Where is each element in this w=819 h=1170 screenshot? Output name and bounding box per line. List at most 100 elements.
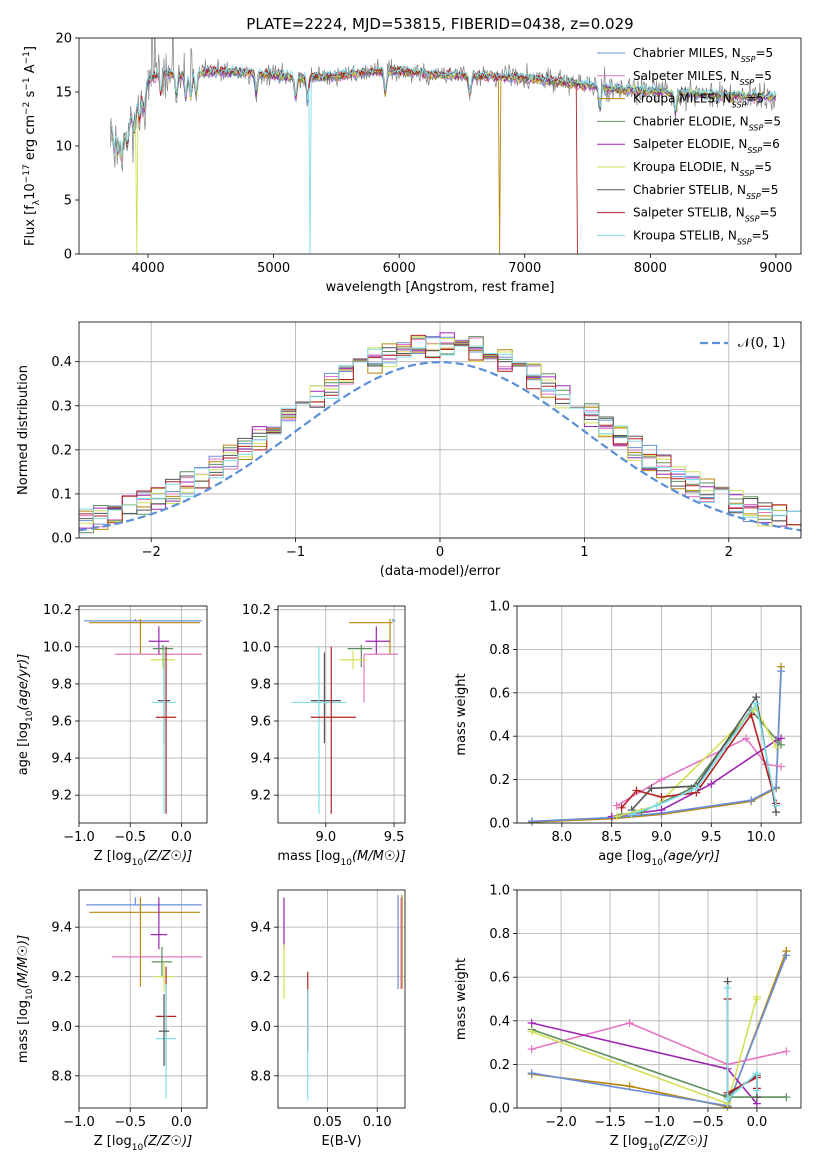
spectrum-x-tick-label: 9000 — [759, 261, 792, 276]
weight-marker-salpeter-miles — [777, 762, 786, 771]
weight-line-chabrier-miles — [531, 671, 782, 823]
legend-label-kroupa-stelib: Kroupa STELIB, NSSP=5 — [633, 228, 769, 246]
label-part: age [ — [598, 849, 631, 864]
weight-vs-age-x-tick-label: 9.5 — [701, 830, 722, 845]
residuals-x-tick-label: −1 — [286, 545, 305, 560]
weight-marker-chabrier-miles — [747, 796, 756, 805]
mass-vs-ebv-y-tick-label: 8.8 — [250, 1069, 271, 1084]
label-subscript: 10 — [25, 988, 35, 1000]
label-part: mass weight — [454, 958, 469, 1040]
legend-text: Chabrier STELIB, N — [633, 183, 746, 197]
weight-vs-age-y-tick-label: 1.0 — [489, 600, 510, 615]
weight-vs-age-x-tick-label: 8.0 — [551, 830, 572, 845]
legend-subscript: SSP — [741, 55, 756, 64]
spectrum-frame — [78, 37, 802, 255]
legend-label-chabrier-stelib: Chabrier STELIB, NSSP=5 — [633, 183, 778, 201]
mass-vs-z-y-tick-label: 9.0 — [51, 1020, 72, 1035]
weight-vs-z-x-tick-label: −0.5 — [692, 1115, 724, 1130]
label-part: E(B-V) — [321, 1134, 361, 1149]
weight-marker-kroupa-elodie — [612, 812, 621, 821]
errorbar-salpeter-stelib — [155, 646, 177, 814]
residual-legend: 𝒩(0, 1) — [700, 336, 785, 351]
axis-label: mass [log10(M/M☉)] — [277, 849, 405, 868]
weight-marker-salpeter-miles — [657, 775, 666, 784]
age-vs-mass-y-tick-label: 9.2 — [250, 789, 271, 804]
label-part: −1 — [22, 77, 32, 90]
label-subscript: 10 — [651, 858, 663, 868]
label-part: (Z/Z☉)] — [143, 1134, 192, 1149]
errorbar-kroupa-miles — [89, 618, 200, 655]
age-vs-mass-y-tick-label: 9.4 — [250, 752, 271, 767]
age-vs-mass-y-tick-label: 10.0 — [242, 640, 271, 655]
age-vs-z-y-tick-label: 9.8 — [51, 677, 72, 692]
hist-salpeter-stelib — [79, 334, 801, 528]
residuals-x-tick-label: 1 — [580, 545, 588, 560]
weight-marker-chabrier-stelib — [647, 784, 656, 793]
label-part: mass [ — [277, 849, 320, 864]
weight-vs-z-y-tick-label: 0.0 — [489, 1102, 510, 1117]
legend-label-salpeter-miles: Salpeter MILES, NSSP=5 — [633, 69, 772, 87]
label-part: A — [23, 64, 38, 77]
weight-marker-kroupa-stelib — [752, 1086, 761, 1095]
label-part: (Z/Z☉)] — [143, 849, 192, 864]
residuals-y-tick-label: 0.4 — [51, 355, 72, 370]
age-vs-z-y-tick-label: 10.0 — [43, 640, 72, 655]
errorbar-salpeter-stelib — [310, 646, 356, 814]
label-part: (age/yr)] — [663, 849, 720, 864]
axis-label: Z [log10(Z/Z☉)] — [610, 1134, 708, 1153]
panel-weight-vs-Z: −2.0 −1.5 −1.0 −0.5 0.0 0.0 0.2 0.4 0.6 0.8 1.0 Z [… — [454, 884, 802, 1153]
mass-vs-z-x-tick-label: 0.0 — [171, 1115, 192, 1130]
weight-vs-age-y-tick-label: 0.6 — [489, 686, 510, 701]
age-vs-z-y-tick-label: 9.6 — [51, 714, 72, 729]
panel-age-vs-mass: 9.0 9.5 9.2 9.4 9.6 9.8 10.0 10.2 mass [log10(M/… — [242, 603, 406, 868]
weight-marker-chabrier-elodie — [777, 740, 786, 749]
residuals-x-tick-label: −2 — [142, 545, 161, 560]
weight-marker-kroupa-stelib — [723, 984, 732, 993]
weight-vs-z-x-tick-label: 0.0 — [747, 1115, 768, 1130]
weight-marker-kroupa-stelib — [652, 801, 661, 810]
weight-line-salpeter-miles — [531, 1022, 787, 1066]
spectrum-y-tick-label: 10 — [55, 140, 72, 155]
weight-vs-z-y-tick-label: 0.6 — [489, 971, 510, 986]
spectrum-y-tick-label: 20 — [55, 32, 72, 47]
weight-marker-kroupa-elodie — [527, 1027, 536, 1036]
spectrum-x-tick-label: 7000 — [508, 261, 541, 276]
weight-vs-z-y-tick-label: 0.8 — [489, 927, 510, 942]
mass-vs-ebv-y-tick-label: 9.4 — [250, 921, 271, 936]
mass-vs-z-y-tick-label: 8.8 — [51, 1069, 72, 1084]
weight-vs-z-y-tick-label: 0.2 — [489, 1058, 510, 1073]
mass-vs-z-x-tick-label: −1.0 — [63, 1115, 95, 1130]
mass-vs-ebv-y-tick-label: 9.2 — [250, 970, 271, 985]
weight-marker-chabrier-miles — [527, 1069, 536, 1078]
legend-text: Chabrier ELODIE, N — [633, 114, 749, 128]
weight-marker-chabrier-miles — [772, 783, 781, 792]
legend-suffix: =6 — [762, 137, 780, 151]
errorbar-chabrier-miles — [86, 897, 202, 906]
weight-vs-z-x-tick-label: −1.0 — [643, 1115, 675, 1130]
axis-label: Z [log10(Z/Z☉)] — [94, 1134, 192, 1153]
weight-line-kroupa-elodie — [531, 996, 758, 1105]
legend-suffix: =5 — [746, 92, 764, 106]
weight-line-kroupa-miles — [531, 666, 782, 823]
age-vs-mass-y-tick-label: 10.2 — [242, 603, 271, 618]
label-part: age [ — [16, 742, 31, 775]
legend-suffix: =5 — [761, 183, 779, 197]
errorbar-chabrier-miles — [84, 618, 202, 622]
label-part: Z [ — [94, 849, 112, 864]
legend-subscript: SSP — [732, 100, 747, 109]
panel-mass-vs-EBV: 0.05 0.10 8.8 9.0 9.2 9.4 E(B-V) — [250, 889, 406, 1149]
weight-vs-age-x-tick-label: 10.0 — [747, 830, 776, 845]
age-vs-z-y-tick-label: 9.4 — [51, 752, 72, 767]
weight-marker-kroupa-elodie — [772, 743, 781, 752]
age-vs-z-y-tick-label: 9.2 — [51, 789, 72, 804]
age-vs-z-x-tick-label: −1.0 — [63, 830, 95, 845]
label-subscript: 10 — [648, 1143, 660, 1153]
weight-marker-salpeter-miles — [527, 1045, 536, 1054]
label-subscript: 10 — [132, 1143, 144, 1153]
label-part: Flux [f — [23, 205, 38, 246]
label-part: (data-model)/error — [380, 564, 501, 579]
age-vs-mass-y-tick-label: 9.8 — [250, 677, 271, 692]
panel-age-vs-Z: −1.0 −0.5 0.09.29.49.69.810.010.2Z [log10(… — [16, 603, 208, 868]
